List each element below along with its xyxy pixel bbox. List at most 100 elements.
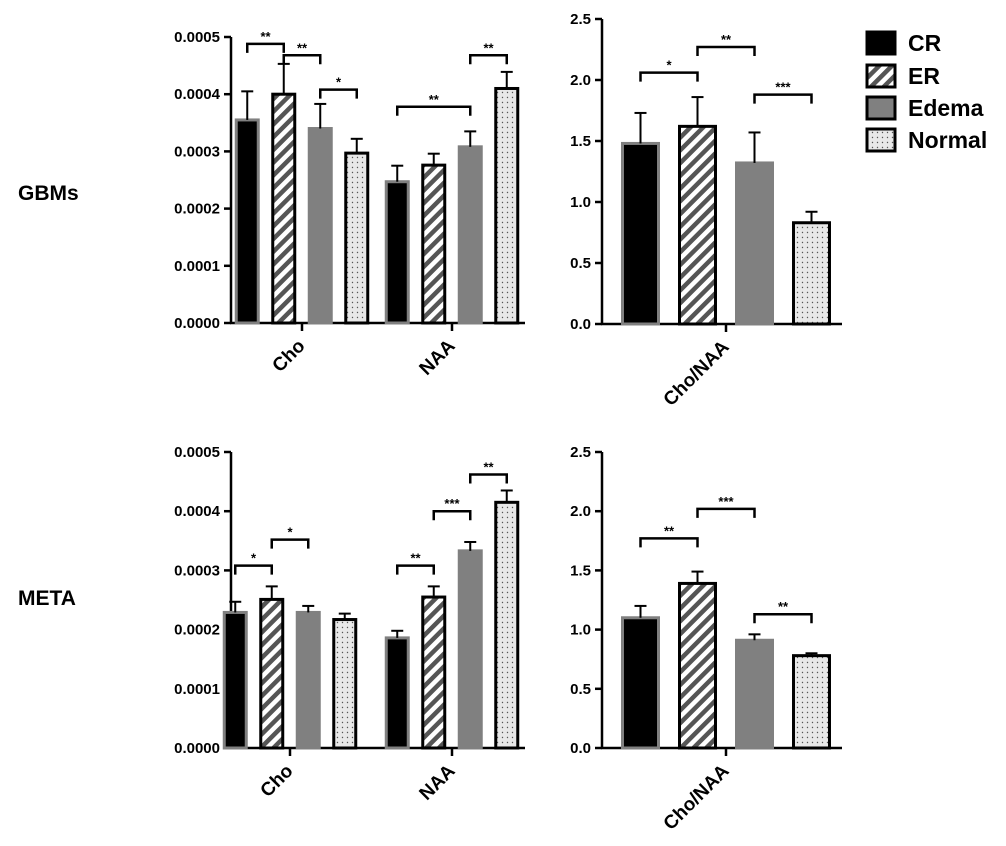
category-label-cho-naa: Cho/NAA xyxy=(660,336,734,410)
significance-label: ** xyxy=(664,523,675,538)
bar-cr-naa xyxy=(384,636,410,750)
significance-bracket xyxy=(270,538,310,549)
bar-edema-naa xyxy=(457,549,483,750)
y-tick-label: 0.0001 xyxy=(174,258,220,275)
y-tick-label: 2.0 xyxy=(570,503,591,520)
bar-cr-cho xyxy=(234,118,260,325)
significance-bracket xyxy=(282,54,322,65)
legend-item-normal: Normal xyxy=(865,127,987,153)
bar-cr-cho-naa xyxy=(621,616,660,750)
significance-label: *** xyxy=(775,80,791,95)
legend-swatch-normal xyxy=(865,127,897,153)
significance-label: ** xyxy=(483,40,494,55)
legend-item-cr: CR xyxy=(865,30,942,56)
y-tick-label: 2.5 xyxy=(570,444,591,461)
row-label-meta: META xyxy=(18,587,76,610)
significance-label: ** xyxy=(721,32,732,47)
bar-cr-cho-naa xyxy=(621,141,660,326)
legend-item-edema: Edema xyxy=(865,95,984,121)
bar-normal-naa xyxy=(494,500,520,750)
bar-normal-cho-naa xyxy=(792,221,831,326)
y-tick-label: 2.5 xyxy=(570,11,591,28)
significance-bracket xyxy=(639,71,699,82)
significance-bracket xyxy=(396,105,472,116)
y-tick-label: 1.5 xyxy=(570,133,591,150)
bar-edema-naa xyxy=(457,145,483,325)
significance-bracket xyxy=(246,42,285,53)
significance-label: ** xyxy=(483,459,494,474)
y-tick-label: 0.5 xyxy=(570,681,591,698)
bar-er-cho xyxy=(259,597,285,750)
y-tick-label: 1.0 xyxy=(570,622,591,639)
y-tick-label: 0.0003 xyxy=(174,143,220,160)
significance-label: ** xyxy=(778,599,789,614)
bar-edema-cho xyxy=(307,127,333,325)
bar-normal-naa xyxy=(494,86,520,325)
bar-edema-cho xyxy=(295,610,321,750)
bar-normal-cho xyxy=(344,151,370,325)
y-tick-label: 0.0004 xyxy=(174,503,221,520)
bar-er-naa xyxy=(421,163,447,325)
category-label-naa: NAA xyxy=(416,335,460,379)
y-tick-label: 0.0 xyxy=(570,740,591,757)
bar-edema-cho-naa xyxy=(735,638,774,750)
y-tick-label: 0.0000 xyxy=(174,740,220,757)
significance-bracket xyxy=(432,509,472,521)
y-tick-label: 0.5 xyxy=(570,255,591,272)
y-tick-label: 0.0005 xyxy=(174,444,220,461)
legend-label-cr: CR xyxy=(908,30,942,56)
significance-label: ** xyxy=(429,92,440,107)
significance-bracket xyxy=(234,564,273,575)
significance-bracket xyxy=(469,54,508,65)
y-tick-label: 0.0003 xyxy=(174,562,220,579)
y-tick-label: 0.0002 xyxy=(174,201,220,218)
legend-swatch-edema xyxy=(865,95,897,121)
significance-label: * xyxy=(251,551,257,566)
y-tick-label: 0.0002 xyxy=(174,622,220,639)
legend-label-normal: Normal xyxy=(908,127,987,153)
significance-bracket xyxy=(753,93,813,104)
y-tick-label: 0.0005 xyxy=(174,29,220,46)
y-tick-label: 1.0 xyxy=(570,194,591,211)
legend-label-edema: Edema xyxy=(908,95,984,121)
bar-er-naa xyxy=(421,595,447,750)
category-label-cho-naa: Cho/NAA xyxy=(660,760,734,834)
bar-er-cho-naa xyxy=(678,581,717,750)
bar-er-cho xyxy=(271,92,297,325)
significance-label: * xyxy=(287,525,293,540)
significance-label: ** xyxy=(410,551,421,566)
legend-swatch-er xyxy=(865,63,897,89)
bar-cr-naa xyxy=(384,180,410,325)
chart-meta-cho-naa: 0.0000 0.0001 0.0002 0.0003 0.0004 0.0005 Cho N… xyxy=(174,444,525,805)
significance-label: *** xyxy=(718,494,734,509)
significance-bracket xyxy=(639,537,699,548)
significance-label: ** xyxy=(260,29,271,44)
legend-item-er: ER xyxy=(865,63,940,89)
y-tick-label: 0.0 xyxy=(570,316,591,333)
significance-label: ** xyxy=(297,40,308,55)
significance-bracket xyxy=(753,612,813,624)
bar-normal-cho xyxy=(332,618,358,750)
row-label-gbms: GBMs xyxy=(18,182,79,205)
significance-label: * xyxy=(666,58,672,73)
y-tick-label: 1.5 xyxy=(570,562,591,579)
significance-bracket xyxy=(696,45,756,57)
legend-swatch-cr xyxy=(865,30,897,56)
bar-edema-cho-naa xyxy=(735,161,774,326)
significance-bracket xyxy=(319,88,358,99)
significance-label: *** xyxy=(444,496,460,511)
significance-bracket xyxy=(396,564,435,575)
chart-gbm-cho-naa: 0.0000 0.0001 0.0002 0.0003 0.0004 0.0005 Cho N… xyxy=(174,29,525,380)
y-tick-label: 2.0 xyxy=(570,72,591,89)
y-tick-label: 0.0001 xyxy=(174,681,220,698)
bar-normal-cho-naa xyxy=(792,654,831,750)
category-label-cho: Cho xyxy=(269,336,310,377)
y-tick-label: 0.0004 xyxy=(174,86,221,103)
y-tick-label: 0.0000 xyxy=(174,315,220,332)
category-label-cho: Cho xyxy=(257,761,298,802)
legend-label-er: ER xyxy=(908,63,940,89)
significance-bracket xyxy=(469,473,508,484)
